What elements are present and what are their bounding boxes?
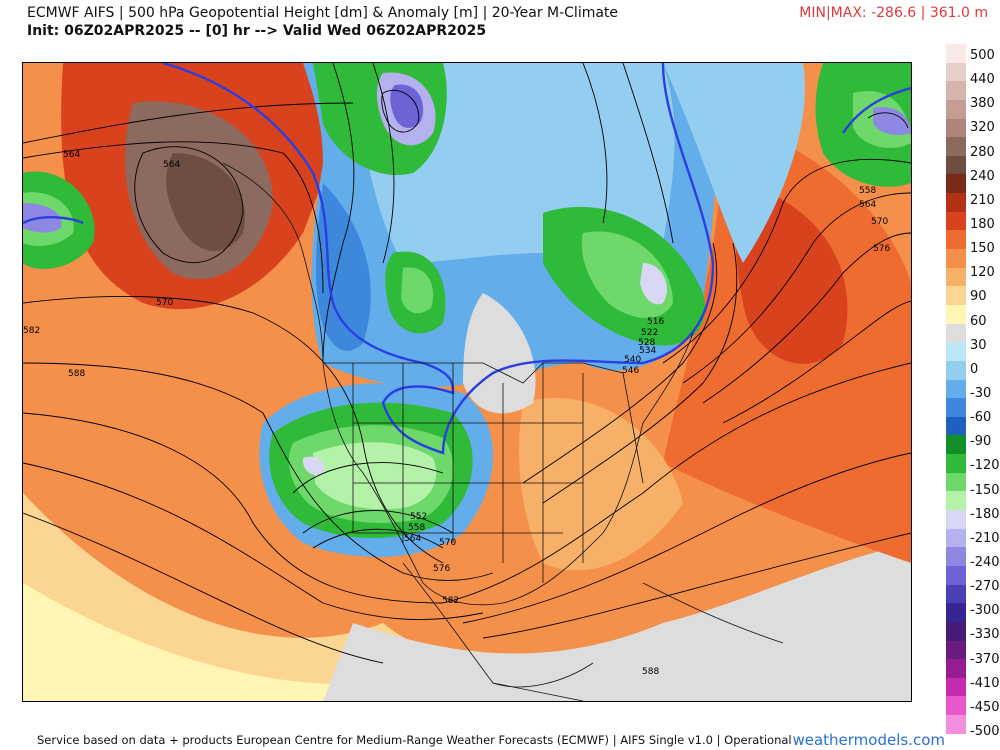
colorbar-swatch xyxy=(946,249,966,268)
contour-label: 534 xyxy=(639,346,656,356)
colorbar-tick-label: 120 xyxy=(970,265,995,281)
data-attribution: Service based on data + products Europea… xyxy=(37,733,792,747)
colorbar-tick-label: -500 xyxy=(970,724,1000,739)
colorbar-swatch xyxy=(946,621,966,641)
colorbar-tick-label: -150 xyxy=(970,482,1000,498)
colorbar-swatch xyxy=(946,118,966,138)
colorbar-tick-label: 440 xyxy=(970,72,995,88)
colorbar-swatch xyxy=(946,360,966,380)
colorbar-swatch xyxy=(946,99,966,119)
colorbar-swatch xyxy=(946,267,966,287)
colorbar-swatch xyxy=(946,155,966,175)
colorbar-tick-label: 180 xyxy=(970,217,995,232)
colorbar-swatch xyxy=(946,304,966,324)
contour-label: 576 xyxy=(873,244,890,254)
contour-label: 570 xyxy=(871,217,888,227)
colorbar-swatch xyxy=(946,491,966,511)
colorbar-tick-label: 0 xyxy=(970,361,979,377)
colorbar-swatch xyxy=(946,659,966,678)
contour-label: 552 xyxy=(410,512,427,522)
weather-map: 564 564 570 588 552 558 564 570 576 582 … xyxy=(22,62,912,702)
contour-label: 570 xyxy=(439,538,456,548)
colorbar-swatch xyxy=(946,454,966,473)
colorbar-tick-label: -450 xyxy=(970,699,1000,715)
contour-label: 582 xyxy=(442,596,459,606)
colorbar-swatch xyxy=(946,528,966,548)
colorbar-swatch xyxy=(946,435,966,455)
contour-label: 558 xyxy=(408,523,425,533)
colorbar-swatch xyxy=(946,230,966,250)
map-title: ECMWF AIFS | 500 hPa Geopotential Height… xyxy=(27,5,619,21)
colorbar-swatch xyxy=(946,584,966,604)
colorbar-tick-label: -370 xyxy=(970,651,1000,667)
colorbar-tick-label: 240 xyxy=(970,168,995,184)
contour-label: 570 xyxy=(156,298,173,308)
contour-label: 540 xyxy=(624,355,641,365)
colorbar-swatch xyxy=(946,472,966,492)
contour-label: 576 xyxy=(433,564,450,574)
colorbar-tick-label: -120 xyxy=(970,458,1000,474)
colorbar-swatch xyxy=(946,715,966,734)
colorbar-swatch xyxy=(946,44,966,63)
colorbar-swatch xyxy=(946,547,966,566)
colorbar-tick-label: -300 xyxy=(970,603,1000,619)
colorbar-swatch xyxy=(946,696,966,716)
contour-label: 582 xyxy=(23,326,40,336)
colorbar-tick-label: 380 xyxy=(970,96,995,112)
colorbar-tick-label: 60 xyxy=(970,313,987,329)
colorbar-tick-label: -330 xyxy=(970,627,1000,643)
contour-label: 564 xyxy=(859,200,876,210)
colorbar-swatch xyxy=(946,603,966,622)
colorbar-swatch xyxy=(946,323,966,343)
colorbar-swatch xyxy=(946,677,966,697)
colorbar-tick-label: -240 xyxy=(970,555,1000,570)
colorbar-swatch xyxy=(946,565,966,585)
colorbar-tick-label: -210 xyxy=(970,530,1000,546)
colorbar-swatch xyxy=(946,137,966,156)
colorbar-tick-label: -60 xyxy=(970,410,992,426)
colorbar-swatch xyxy=(946,174,966,194)
colorbar-tick-label: -180 xyxy=(970,506,1000,522)
colorbar-tick-label: -30 xyxy=(970,386,992,401)
contour-label: 588 xyxy=(68,369,85,379)
colorbar-tick-label: 150 xyxy=(970,241,995,257)
colorbar-swatch xyxy=(946,416,966,436)
colorbar-tick-label: 280 xyxy=(970,144,995,160)
colorbar-tick-label: 500 xyxy=(970,48,995,63)
contour-label: 558 xyxy=(859,186,876,196)
colorbar-swatch xyxy=(946,193,966,212)
colorbar-tick-label: 320 xyxy=(970,120,995,136)
colorbar-swatch xyxy=(946,510,966,529)
site-link[interactable]: weathermodels.com xyxy=(792,731,945,749)
colorbar-swatch xyxy=(946,286,966,305)
init-valid-time: Init: 06Z02APR2025 -- [0] hr --> Valid W… xyxy=(27,23,487,39)
colorbar-swatch xyxy=(946,640,966,660)
contour-label: 588 xyxy=(642,667,659,677)
contour-labels: 564 564 570 588 552 558 564 570 576 582 … xyxy=(23,150,890,677)
colorbar-tick-label: 90 xyxy=(970,289,987,305)
colorbar-swatch xyxy=(946,379,966,399)
contour-label: 564 xyxy=(163,160,180,170)
contour-label: 516 xyxy=(647,317,664,327)
colorbar-swatch xyxy=(946,81,966,100)
contour-label: 564 xyxy=(63,150,80,160)
contour-label: 522 xyxy=(641,328,658,338)
colorbar-tick-label: -270 xyxy=(970,579,1000,595)
map-canvas: 564 564 570 588 552 558 564 570 576 582 … xyxy=(23,63,911,701)
anomaly-colorbar xyxy=(946,44,966,734)
contour-label: 528 xyxy=(638,338,655,348)
min-max-readout: MIN|MAX: -286.6 | 361.0 m xyxy=(799,5,988,21)
colorbar-tick-label: -90 xyxy=(970,434,992,450)
contour-label: 564 xyxy=(404,534,421,544)
colorbar-tick-label: 30 xyxy=(970,337,987,353)
colorbar-swatch xyxy=(946,398,966,417)
colorbar-swatch xyxy=(946,342,966,361)
colorbar-tick-label: -410 xyxy=(970,675,1000,691)
colorbar-swatch xyxy=(946,62,966,82)
contour-label: 546 xyxy=(622,366,639,376)
colorbar-swatch xyxy=(946,211,966,231)
colorbar-tick-label: 210 xyxy=(970,192,995,208)
